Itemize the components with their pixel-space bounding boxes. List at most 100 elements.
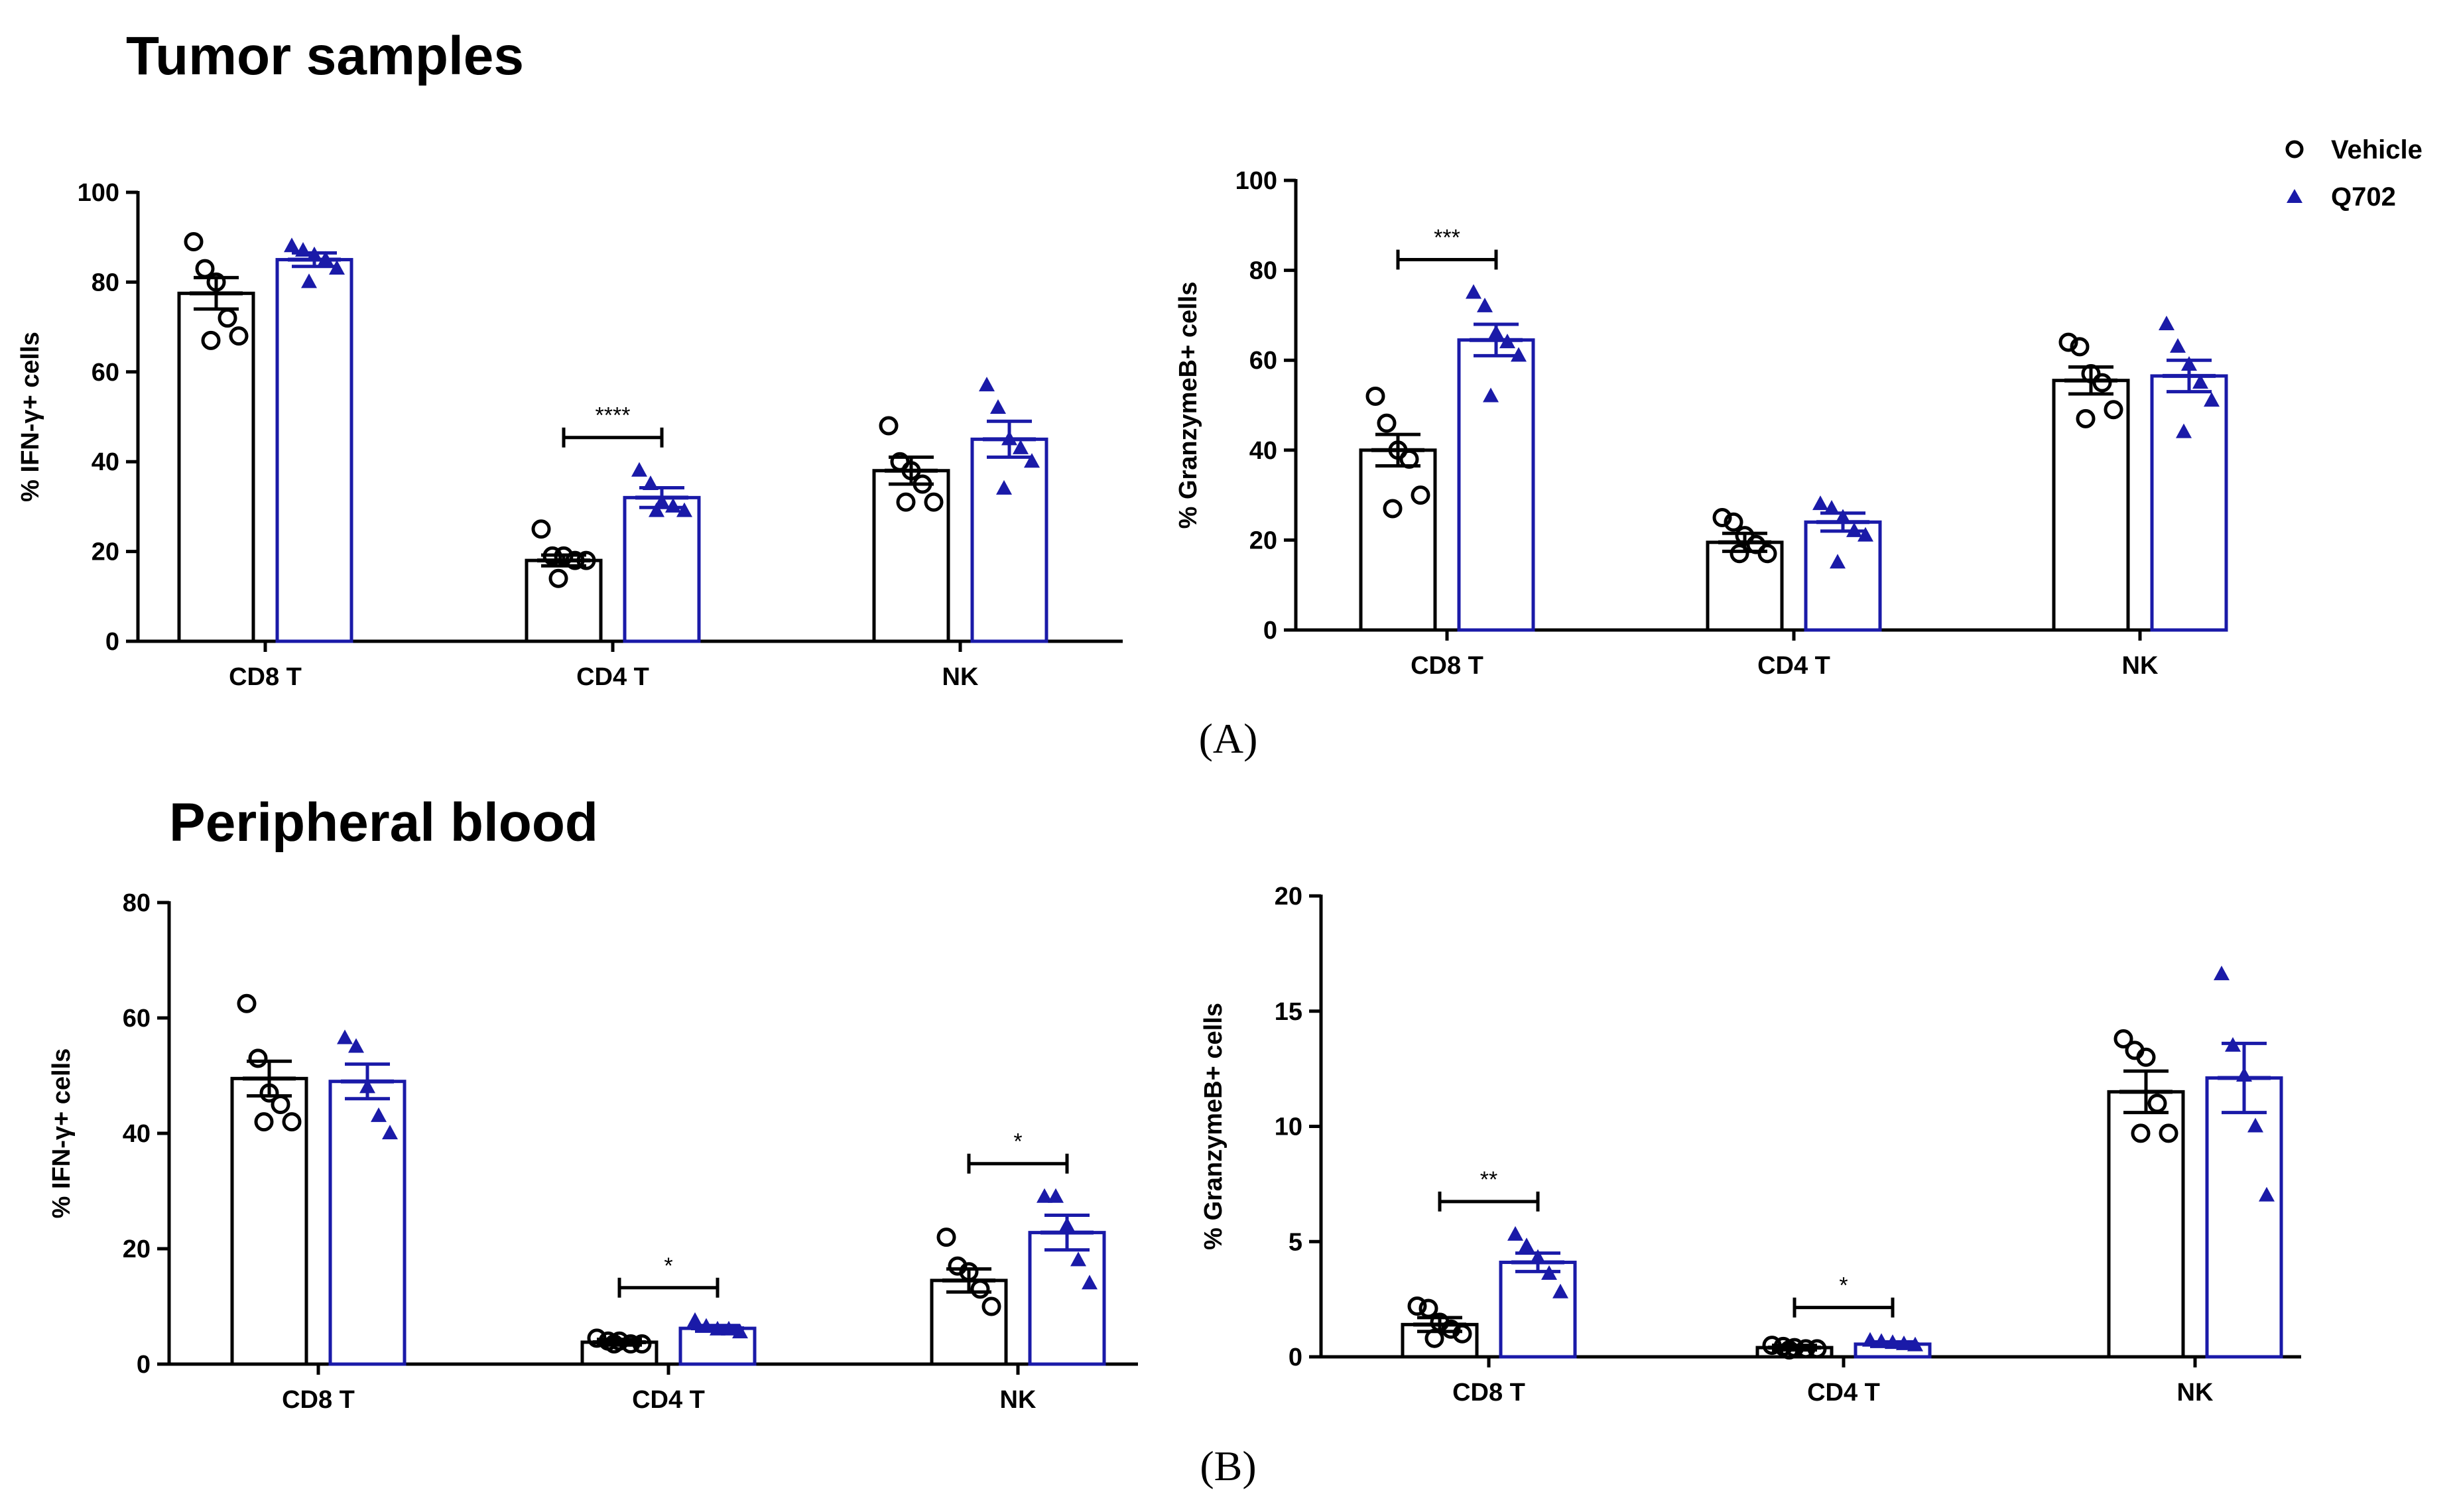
bar-q702	[1457, 338, 1535, 632]
data-point-q702	[2214, 966, 2230, 981]
data-point-q702	[1477, 297, 1493, 312]
data-point-vehicle	[1730, 544, 1749, 564]
data-point-q702	[1013, 439, 1029, 454]
data-point-q702	[676, 502, 692, 517]
category-label: NK	[1000, 1386, 1037, 1414]
data-point-vehicle	[1712, 508, 1732, 527]
data-point-q702	[301, 273, 317, 288]
y-tick-label: 10	[1275, 1113, 1302, 1141]
category-label: NK	[2177, 1379, 2214, 1407]
bar-q702	[1499, 1261, 1577, 1359]
data-point-q702	[1824, 499, 1840, 515]
category-label: CD4 T	[1757, 652, 1830, 680]
data-point-vehicle	[548, 568, 568, 588]
bar-q702	[328, 1080, 407, 1366]
data-point-q702	[1507, 1226, 1523, 1241]
data-point-vehicle	[2136, 1047, 2156, 1067]
y-tick-label: 40	[123, 1120, 151, 1148]
data-point-q702	[996, 479, 1012, 495]
y-tick-label: 20	[92, 538, 119, 566]
data-point-q702	[1048, 1188, 1064, 1203]
data-point-vehicle	[1383, 499, 1403, 519]
data-point-vehicle	[282, 1112, 302, 1132]
y-tick-label: 80	[123, 889, 151, 917]
y-axis-label: % GranzymeB+ cells	[1200, 1003, 1228, 1250]
data-point-vehicle	[184, 231, 204, 251]
data-point-q702	[1812, 495, 1828, 511]
data-point-vehicle	[254, 1112, 274, 1132]
bar-vehicle	[2107, 1090, 2185, 1359]
y-tick-label: 0	[105, 628, 119, 656]
data-point-q702	[649, 502, 664, 517]
y-axis-label: % GranzymeB+ cells	[1174, 282, 1202, 529]
category-label: CD8 T	[1411, 652, 1483, 680]
data-point-q702	[2176, 423, 2192, 438]
data-point-vehicle	[237, 993, 257, 1013]
chart-tumor-granzymeb: 0 20 40 60 80 100 % GranzymeB+ cells CD8 T CD4 T…	[1174, 167, 2228, 680]
data-point-q702	[382, 1125, 398, 1139]
data-point-q702	[1483, 387, 1499, 403]
data-point-vehicle	[2076, 409, 2096, 428]
data-point-vehicle	[936, 1228, 956, 1247]
data-point-q702	[631, 462, 647, 477]
data-point-q702	[2259, 1186, 2275, 1202]
data-point-q702	[337, 1029, 353, 1044]
y-tick-label: 60	[123, 1005, 151, 1033]
bar-vehicle	[1359, 448, 1437, 632]
y-tick-label: 60	[1249, 347, 1277, 375]
y-tick-label: 100	[1235, 167, 1277, 195]
data-point-vehicle	[924, 492, 944, 512]
data-point-vehicle	[981, 1296, 1001, 1316]
panel-label-b: (B)	[1200, 1442, 1256, 1489]
data-point-q702	[284, 237, 300, 253]
data-point-q702	[2204, 392, 2220, 407]
section-title-tumor: Tumor samples	[126, 26, 524, 86]
y-tick-label: 40	[92, 448, 119, 476]
data-point-vehicle	[1418, 1298, 1438, 1318]
category-label: CD8 T	[229, 663, 302, 691]
data-point-q702	[1519, 1237, 1535, 1253]
y-tick-label: 0	[137, 1351, 151, 1379]
significance-label: *	[664, 1253, 672, 1279]
legend: Vehicle Q702	[2285, 135, 2423, 212]
y-tick-label: 15	[1275, 998, 1302, 1026]
data-point-q702	[2192, 374, 2208, 389]
category-label: CD4 T	[576, 663, 649, 691]
bar-q702	[2150, 374, 2228, 632]
bar-q702	[2205, 1076, 2283, 1359]
data-point-vehicle	[2092, 373, 2112, 393]
y-tick-label: 40	[1249, 437, 1277, 465]
data-point-q702	[2170, 338, 2186, 353]
y-tick-label: 100	[78, 179, 119, 207]
significance-label: ****	[596, 403, 631, 428]
bar-vehicle	[230, 1076, 308, 1366]
legend-vehicle-marker	[2285, 140, 2304, 158]
data-point-vehicle	[1724, 512, 1743, 532]
data-point-vehicle	[195, 259, 215, 279]
y-tick-label: 5	[1289, 1228, 1302, 1256]
data-point-vehicle	[531, 519, 551, 539]
bar-vehicle	[1706, 540, 1784, 632]
data-point-vehicle	[2058, 332, 2078, 352]
data-point-vehicle	[1365, 386, 1385, 406]
data-point-q702	[1082, 1275, 1098, 1290]
data-point-q702	[2247, 1117, 2263, 1133]
y-tick-label: 20	[1275, 883, 1302, 911]
data-point-vehicle	[1411, 485, 1430, 505]
data-point-q702	[371, 1107, 387, 1122]
legend-q702-marker	[2287, 189, 2302, 203]
significance-label: *	[1839, 1273, 1848, 1298]
significance-label: *	[1013, 1129, 1022, 1155]
legend-vehicle-label: Vehicle	[2331, 135, 2423, 164]
y-tick-label: 60	[92, 359, 119, 387]
data-point-vehicle	[896, 492, 916, 512]
significance-label: **	[1480, 1167, 1497, 1192]
data-point-q702	[2159, 315, 2174, 330]
data-point-q702	[1858, 527, 1873, 542]
data-point-vehicle	[2159, 1123, 2178, 1143]
y-tick-label: 20	[123, 1235, 151, 1263]
data-point-vehicle	[2070, 337, 2090, 357]
bar-q702	[275, 258, 353, 643]
chart-tumor-ifn: 0 20 40 60 80 100 % IFN-γ+ cells CD8 T CD4 T NK **…	[17, 179, 1123, 691]
